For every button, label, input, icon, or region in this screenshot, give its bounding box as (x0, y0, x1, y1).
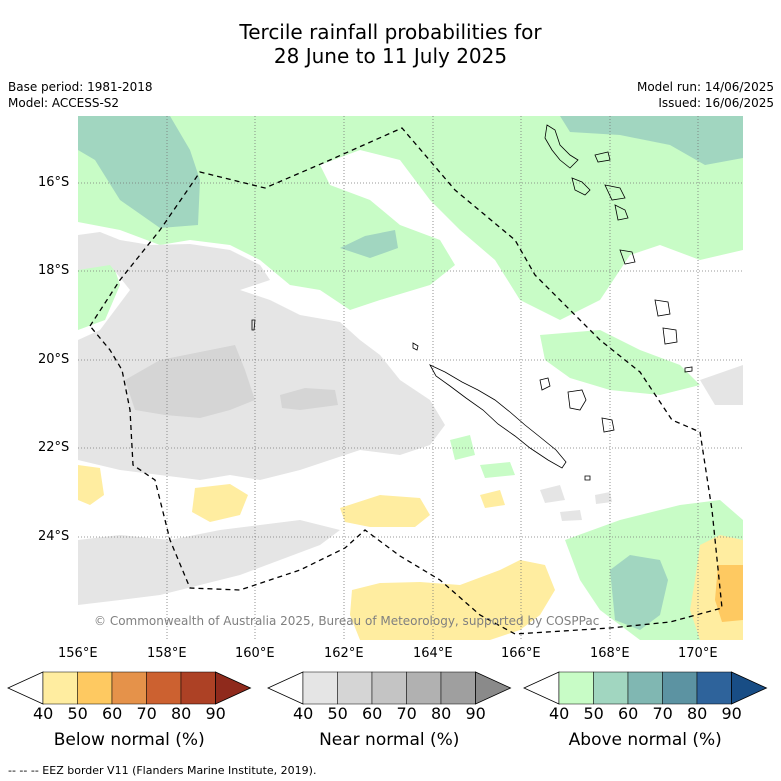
legend-colorbars (7, 671, 768, 705)
below-normal-50-region-se (715, 565, 743, 622)
near-normal-colorbar-high-extend (475, 671, 512, 705)
near-normal-colorbar-segment (406, 671, 442, 705)
lon-label-158e: 158°E (147, 646, 187, 661)
lat-label-16s: 16°S (38, 175, 70, 190)
above-normal-colorbar-title: Above normal (%) (568, 730, 722, 750)
near-normal-tick-label: 70 (396, 704, 417, 723)
above-normal-patch-small (450, 435, 515, 478)
below-normal-colorbar-title: Below normal (%) (53, 730, 205, 750)
below-normal-tick-label: 40 (33, 704, 54, 723)
below-normal-colorbar-segment (146, 671, 182, 705)
below-normal-tick-label: 60 (102, 704, 123, 723)
chesterfield-islets (251, 319, 256, 331)
below-normal-tick-label: 50 (67, 704, 88, 723)
probability-shading (78, 116, 743, 640)
below-normal-colorbar-high-extend (215, 671, 252, 705)
copyright-text: © Commonwealth of Australia 2025, Bureau… (94, 614, 600, 628)
below-normal-colorbar-segment (42, 671, 78, 705)
eez-border (89, 127, 723, 635)
above-normal-50-region-se (610, 555, 668, 630)
above-normal-colorbar-segment (593, 671, 629, 705)
near-normal-patch-small (540, 485, 612, 521)
below-normal-tick-label: 90 (205, 704, 226, 723)
base-period-text: Base period: 1981-2018 (8, 80, 153, 94)
map-title-line1: Tercile rainfall probabilities for (239, 20, 542, 44)
map-gridlines (78, 116, 743, 640)
above-normal-tick-label: 40 (549, 704, 570, 723)
below-normal-colorbar-segment (77, 671, 113, 705)
below-normal-tick-label: 80 (171, 704, 192, 723)
below-normal-region-center2 (340, 495, 430, 527)
below-normal-region-center (192, 484, 248, 522)
near-normal-colorbar-segment (440, 671, 476, 705)
near-normal-region-west (78, 232, 445, 480)
lon-label-166e: 166°E (501, 646, 541, 661)
lat-label-22s: 22°S (38, 440, 70, 455)
lon-label-160e: 160°E (235, 646, 275, 661)
below-normal-colorbar-segment (111, 671, 147, 705)
near-normal-50-region-center (125, 345, 255, 418)
coastlines (251, 124, 693, 481)
lat-label-24s: 24°S (38, 529, 70, 544)
near-normal-tick-label: 80 (431, 704, 452, 723)
lon-label-156e: 156°E (58, 646, 98, 661)
near-normal-tick-label: 60 (362, 704, 383, 723)
below-normal-colorbar-segment (180, 671, 216, 705)
below-normal-region-small (480, 490, 505, 508)
near-normal-50-region-small (280, 388, 338, 410)
model-name-text: Model: ACCESS-S2 (8, 96, 120, 110)
near-normal-tick-label: 40 (293, 704, 314, 723)
lon-label-168e: 168°E (590, 646, 630, 661)
near-normal-colorbar-title: Near normal (%) (319, 730, 460, 750)
vanuatu-coastline (544, 124, 678, 345)
near-normal-colorbar-segment (371, 671, 407, 705)
above-normal-tick-label: 60 (618, 704, 639, 723)
above-normal-colorbar-segment (627, 671, 663, 705)
above-normal-tick-label: 90 (721, 704, 742, 723)
above-normal-tick-label: 70 (652, 704, 673, 723)
map-title-line2: 28 June to 11 July 2025 (273, 44, 508, 68)
above-normal-50-region-ne (560, 116, 743, 165)
lon-label-162e: 162°E (324, 646, 364, 661)
near-normal-tick-label: 90 (465, 704, 486, 723)
below-normal-region-south (350, 560, 555, 640)
above-normal-50-region-center (340, 230, 398, 258)
above-normal-colorbar-low-extend (523, 671, 560, 705)
loyalty-islands-coastline (539, 377, 615, 433)
near-normal-colorbar-segment (302, 671, 338, 705)
issued-date-text: Issued: 16/06/2025 (658, 96, 774, 110)
above-normal-region-north (78, 116, 743, 320)
above-normal-region-east (540, 330, 700, 395)
below-normal-region-west (78, 465, 104, 505)
model-run-text: Model run: 14/06/2025 (636, 80, 774, 94)
new-caledonia-coastline (429, 364, 567, 469)
near-normal-region-south (78, 520, 340, 605)
lat-label-20s: 20°S (38, 352, 70, 367)
near-normal-colorbar-low-extend (267, 671, 304, 705)
above-normal-colorbar-high-extend (731, 671, 768, 705)
eez-footnote: -- -- -- EEZ border V11 (Flanders Marine… (8, 764, 317, 777)
below-normal-tick-label: 70 (136, 704, 157, 723)
near-normal-region-east (700, 365, 743, 405)
above-normal-region-west (78, 255, 120, 330)
above-normal-tick-label: 80 (687, 704, 708, 723)
above-normal-colorbar-segment (662, 671, 698, 705)
lon-label-170e: 170°E (678, 646, 718, 661)
near-normal-tick-label: 50 (327, 704, 348, 723)
above-normal-50-region-nw (78, 116, 200, 228)
small-islet-3 (412, 342, 419, 351)
lat-label-18s: 18°S (38, 263, 70, 278)
small-islet-1 (684, 366, 693, 373)
lon-label-164e: 164°E (413, 646, 453, 661)
above-normal-colorbar-segment (696, 671, 732, 705)
above-normal-colorbar-segment (558, 671, 594, 705)
above-normal-tick-label: 50 (583, 704, 604, 723)
near-normal-colorbar-segment (337, 671, 373, 705)
small-islet-2 (584, 475, 591, 481)
below-normal-colorbar-low-extend (7, 671, 44, 705)
